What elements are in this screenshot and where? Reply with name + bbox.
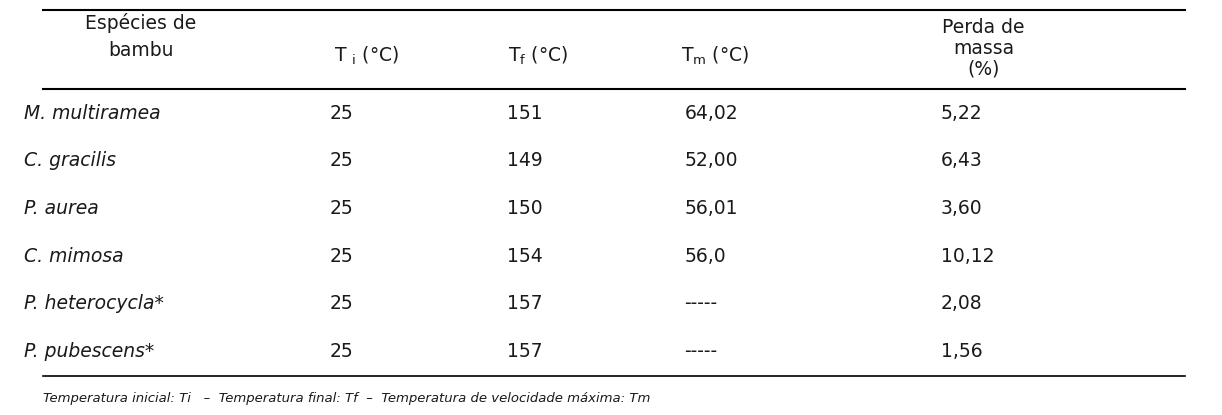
Text: 25: 25 (330, 342, 353, 361)
Text: 64,02: 64,02 (684, 104, 738, 122)
Text: 149: 149 (507, 151, 543, 170)
Text: C. gracilis: C. gracilis (24, 151, 116, 170)
Text: M. multiramea: M. multiramea (24, 104, 161, 122)
Text: T$\mathregular{_f}$ (°C): T$\mathregular{_f}$ (°C) (507, 45, 568, 67)
Text: P. aurea: P. aurea (24, 199, 99, 218)
Text: P. pubescens*: P. pubescens* (24, 342, 155, 361)
Text: Espécies de: Espécies de (84, 13, 197, 33)
Text: (%): (%) (968, 59, 1000, 78)
Text: 25: 25 (330, 199, 353, 218)
Text: 2,08: 2,08 (941, 295, 982, 313)
Text: 25: 25 (330, 151, 353, 170)
Text: 10,12: 10,12 (941, 247, 995, 266)
Text: 3,60: 3,60 (941, 199, 982, 218)
Text: bambu: bambu (108, 41, 174, 59)
Text: 56,01: 56,01 (684, 199, 738, 218)
Text: 157: 157 (507, 342, 543, 361)
Text: 154: 154 (507, 247, 543, 266)
Text: 6,43: 6,43 (941, 151, 982, 170)
Text: C. mimosa: C. mimosa (24, 247, 125, 266)
Text: -----: ----- (684, 295, 717, 313)
Text: 151: 151 (507, 104, 543, 122)
Text: T$\mathregular{_m}$ (°C): T$\mathregular{_m}$ (°C) (681, 45, 749, 67)
Text: 25: 25 (330, 295, 353, 313)
Text: 52,00: 52,00 (684, 151, 738, 170)
Text: 5,22: 5,22 (941, 104, 982, 122)
Text: 56,0: 56,0 (684, 247, 726, 266)
Text: massa: massa (953, 39, 1014, 58)
Text: 25: 25 (330, 104, 353, 122)
Text: 25: 25 (330, 247, 353, 266)
Text: T $\mathregular{_i}$ (°C): T $\mathregular{_i}$ (°C) (334, 45, 400, 67)
Text: 1,56: 1,56 (941, 342, 982, 361)
Text: P. heterocycla*: P. heterocycla* (24, 295, 164, 313)
Text: Perda de: Perda de (942, 18, 1025, 37)
Text: 157: 157 (507, 295, 543, 313)
Text: 150: 150 (507, 199, 543, 218)
Text: -----: ----- (684, 342, 717, 361)
Text: Temperatura inicial: Ti   –  Temperatura final: Tf  –  Temperatura de velocidade: Temperatura inicial: Ti – Temperatura fi… (43, 392, 650, 405)
